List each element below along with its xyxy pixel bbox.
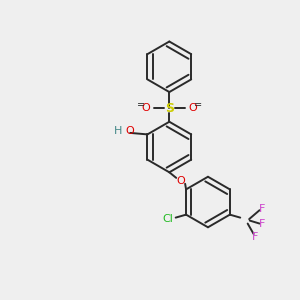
Text: F: F bbox=[259, 204, 266, 214]
Text: =: = bbox=[194, 100, 202, 110]
Text: H: H bbox=[114, 126, 122, 136]
Text: Cl: Cl bbox=[163, 214, 174, 224]
Text: O: O bbox=[189, 103, 197, 113]
Text: O: O bbox=[125, 126, 134, 136]
Text: F: F bbox=[252, 232, 258, 242]
Text: F: F bbox=[259, 219, 266, 229]
Text: O: O bbox=[176, 176, 185, 186]
Text: =: = bbox=[137, 100, 145, 110]
Text: S: S bbox=[165, 102, 174, 115]
Text: O: O bbox=[141, 103, 150, 113]
